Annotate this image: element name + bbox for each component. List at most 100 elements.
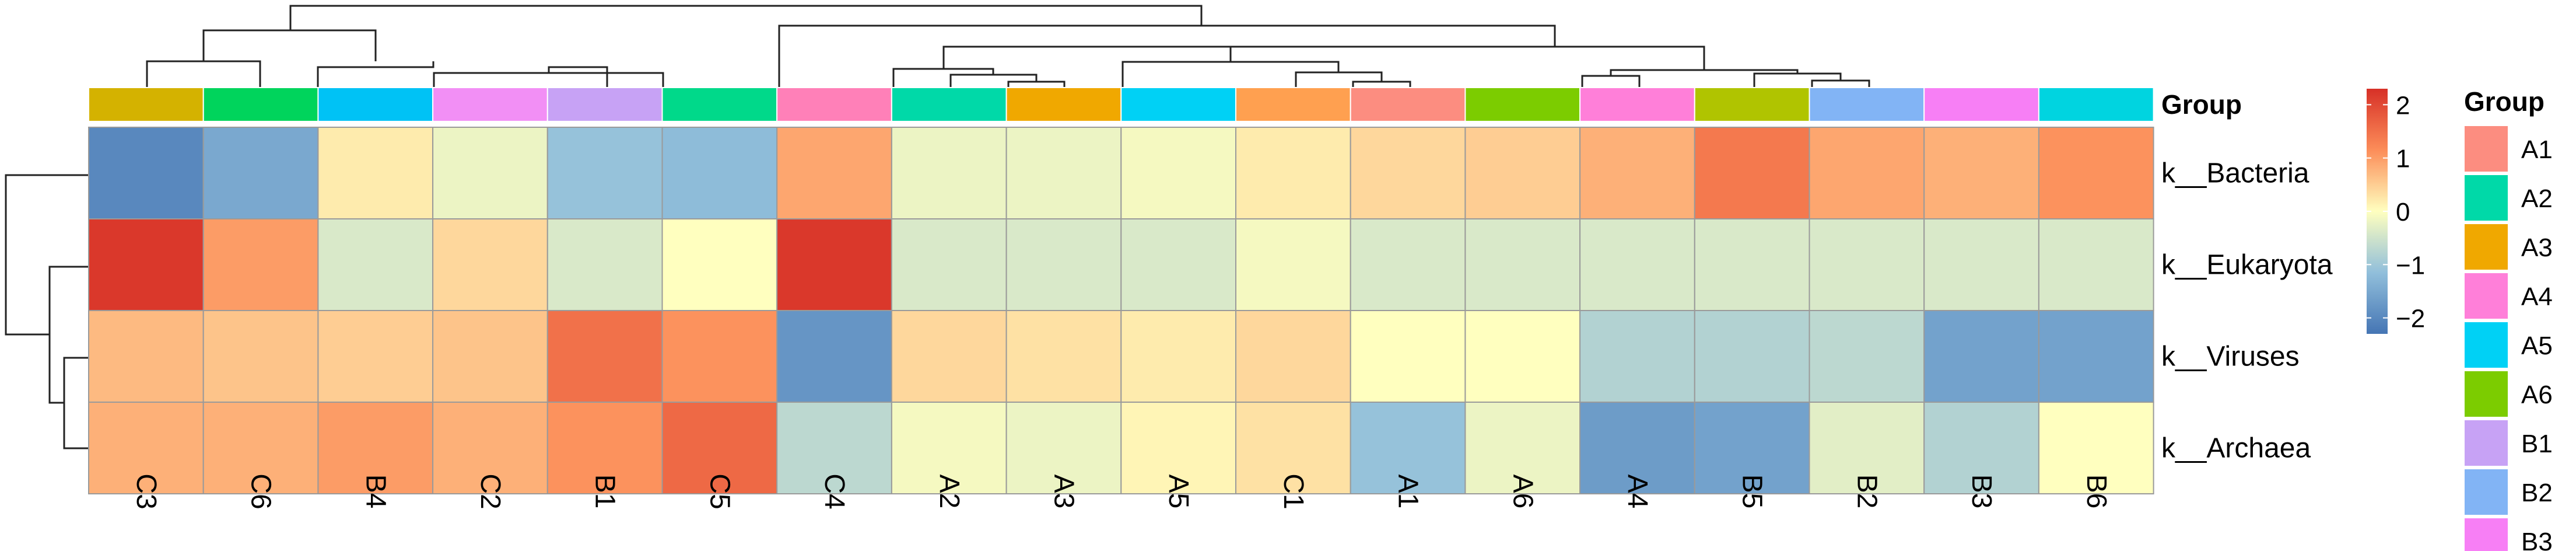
heatmap-cell: [1579, 218, 1695, 311]
scale-tick-label: −1: [2396, 251, 2425, 280]
heatmap-cell: [1005, 218, 1122, 311]
column-label: C5: [704, 473, 735, 509]
heatmap-cell: [661, 310, 778, 403]
heatmap-cell: [1464, 127, 1581, 219]
column-label: B5: [1737, 475, 1768, 509]
heatmap-cell: [1579, 402, 1695, 494]
column-label: C1: [1278, 473, 1309, 509]
heatmap-cell: [1350, 127, 1466, 219]
heatmap-cell: [1694, 218, 1810, 311]
heatmap-cell: [546, 402, 663, 494]
group-annotation-bar: [88, 87, 2154, 122]
heatmap-cell: [1923, 218, 2039, 311]
legend-swatch-A4: [2463, 272, 2509, 320]
group-cell-B1: [546, 87, 663, 122]
group-cell-B2: [1809, 87, 1925, 122]
heatmap-cell: [202, 127, 319, 219]
legend-label: A5: [2521, 332, 2553, 360]
legend-swatch-A2: [2463, 174, 2509, 222]
heatmap-cell: [317, 310, 434, 403]
group-legend-title: Group: [2464, 86, 2545, 117]
column-label: C3: [131, 473, 162, 509]
group-cell-C2: [432, 87, 548, 122]
heatmap-cell: [891, 402, 1007, 494]
heatmap-cell: [1464, 402, 1581, 494]
legend-swatch-A1: [2463, 125, 2509, 173]
heatmap-cell: [1120, 310, 1237, 403]
heatmap-cell: [2038, 310, 2154, 403]
group-cell-A5: [1120, 87, 1237, 122]
column-label: B1: [590, 475, 621, 509]
column-label: A3: [1048, 475, 1079, 509]
heatmap-cell: [776, 402, 892, 494]
heatmap-cell: [88, 127, 204, 219]
row-labels: k__Bacteria k__Eukaryota k__Viruses k__Arch…: [2161, 158, 2333, 464]
legend-label: A1: [2521, 135, 2553, 164]
heatmap-cell: [661, 402, 778, 494]
column-label: A6: [1507, 475, 1538, 509]
heatmap-cell: [1005, 127, 1122, 219]
group-cell-C4: [776, 87, 892, 122]
legend-label: B1: [2521, 430, 2553, 458]
legend-swatch-B3: [2463, 517, 2509, 551]
column-label: A5: [1163, 475, 1194, 509]
color-scale-legend: 2 1 0 −1 −2: [2367, 89, 2425, 334]
heatmap-cell: [202, 402, 319, 494]
heatmap-cell: [1235, 310, 1351, 403]
row-label: k__Viruses: [2161, 341, 2300, 372]
heatmap-cell: [1694, 402, 1810, 494]
heatmap-cells: [88, 127, 2154, 494]
heatmap-cell: [1350, 402, 1466, 494]
legend-swatch-A5: [2463, 321, 2509, 369]
heatmap-cell: [2038, 402, 2154, 494]
group-bar-label: Group: [2161, 89, 2242, 120]
scale-tick-label: −2: [2396, 305, 2425, 333]
heatmap-cell: [1809, 127, 1925, 219]
heatmap-cell: [776, 127, 892, 219]
legend-swatch-A3: [2463, 223, 2509, 271]
heatmap-cell: [1120, 127, 1237, 219]
heatmap-cell: [432, 127, 548, 219]
group-cell-A1: [1350, 87, 1466, 122]
heatmap-cell: [88, 310, 204, 403]
heatmap-cell: [1579, 310, 1695, 403]
legend-label: A2: [2521, 184, 2553, 213]
column-dendrogram: [146, 5, 1870, 88]
heatmap-cell: [1464, 310, 1581, 403]
heatmap-cell: [1579, 127, 1695, 219]
group-legend: Group A1 A2 A3 A4 A5 A6 B1 B2 B3: [2463, 86, 2553, 551]
heatmap-cell: [1235, 127, 1351, 219]
heatmap-cell: [891, 127, 1007, 219]
group-cell-A3: [1005, 87, 1122, 122]
heatmap-cell: [432, 402, 548, 494]
heatmap-cell: [2038, 218, 2154, 311]
heatmap-cell: [1923, 127, 2039, 219]
heatmap-cell: [891, 218, 1007, 311]
column-label: A4: [1622, 475, 1653, 509]
heatmap-cell: [1809, 310, 1925, 403]
row-label: k__Eukaryota: [2161, 250, 2333, 281]
heatmap-cell: [1005, 310, 1122, 403]
heatmap-cell: [776, 218, 892, 311]
heatmap-cell: [88, 402, 204, 494]
group-cell-C1: [1235, 87, 1351, 122]
legend-label: A4: [2521, 283, 2553, 311]
heatmap-cell: [661, 218, 778, 311]
column-label: B2: [1851, 475, 1882, 509]
heatmap-cell: [1350, 310, 1466, 403]
group-cell-C5: [661, 87, 778, 122]
heatmap-cell: [1120, 402, 1237, 494]
column-label: A2: [934, 475, 965, 509]
scale-tick-label: 1: [2396, 145, 2410, 173]
legend-swatch-B1: [2463, 419, 2509, 467]
legend-swatch-B2: [2463, 468, 2509, 516]
legend-label: A6: [2521, 381, 2553, 409]
column-label: A1: [1393, 475, 1424, 509]
row-label: k__Archaea: [2161, 433, 2311, 464]
heatmap-cell: [1923, 310, 2039, 403]
heatmap-cell: [1350, 218, 1466, 311]
legend-swatch-A6: [2463, 370, 2509, 418]
group-cell-A4: [1579, 87, 1695, 122]
row-dendrogram: [5, 174, 89, 449]
